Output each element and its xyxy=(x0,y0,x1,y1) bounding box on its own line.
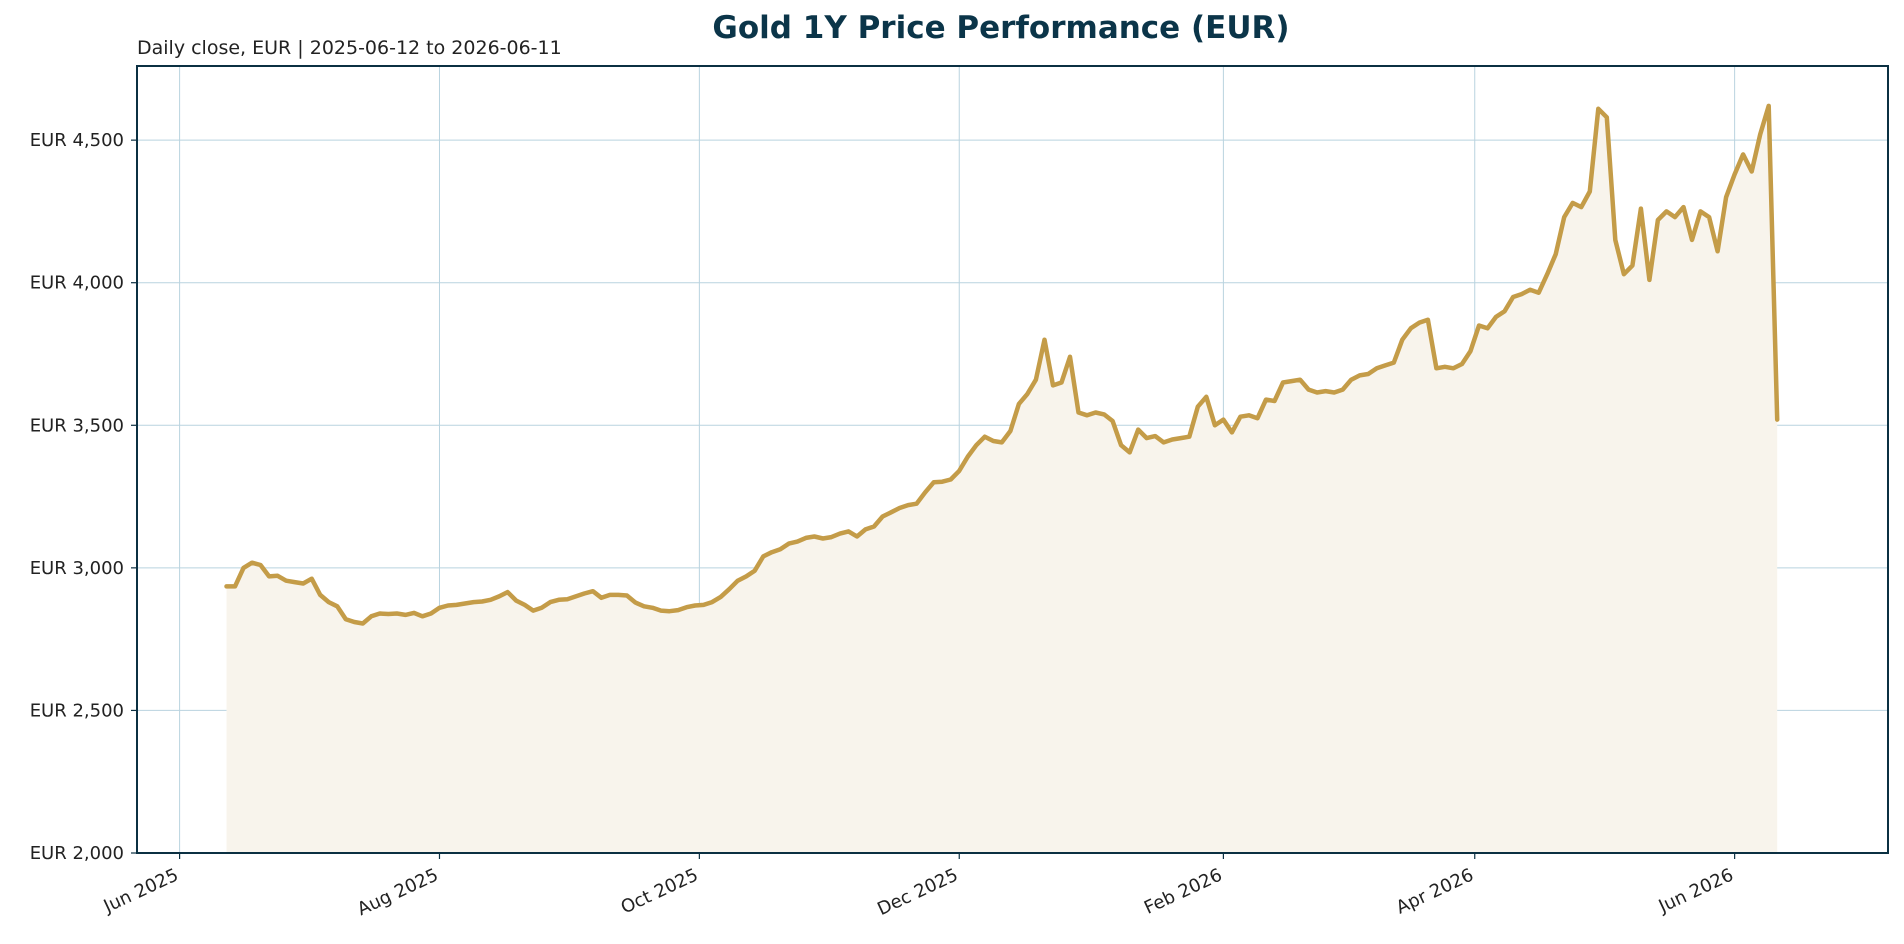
y-tick-label: EUR 3,500 xyxy=(30,415,124,436)
price-area-fill xyxy=(226,105,1778,853)
y-tick-label: EUR 3,000 xyxy=(30,558,124,579)
x-tick-label: Apr 2026 xyxy=(1393,864,1477,918)
plot-frame xyxy=(136,65,1889,854)
y-tick-label: EUR 4,500 xyxy=(30,130,124,151)
chart-title: Gold 1Y Price Performance (EUR) xyxy=(712,10,1289,46)
x-tick-label: Jun 2025 xyxy=(100,864,182,917)
x-tick-label: Feb 2026 xyxy=(1141,864,1225,918)
x-tick-label: Aug 2025 xyxy=(354,864,441,920)
x-tick-label: Oct 2025 xyxy=(618,864,702,918)
y-axis: EUR 2,000 EUR 2,500 EUR 3,000 EUR 3,500 EUR … xyxy=(30,130,137,864)
y-tick-label: EUR 2,500 xyxy=(30,700,124,721)
x-axis: Jun 2025 Aug 2025 Oct 2025 Dec 2025 Feb 2026… xyxy=(100,853,1737,920)
price-line xyxy=(224,103,1780,626)
y-tick-label: EUR 4,000 xyxy=(30,273,124,294)
y-tick-label: EUR 2,000 xyxy=(30,843,124,864)
x-tick-label: Dec 2025 xyxy=(874,864,961,920)
x-tick-label: Jun 2026 xyxy=(1655,864,1737,917)
chart-subtitle: Daily close, EUR | 2025-06-12 to 2026-06… xyxy=(137,37,562,59)
